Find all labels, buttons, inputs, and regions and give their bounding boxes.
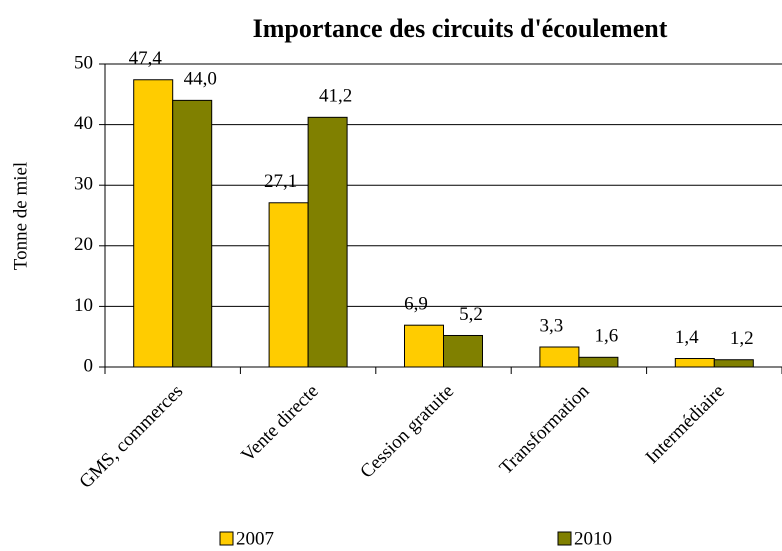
bar (713, 359, 754, 368)
data-label: 1,6 (595, 326, 619, 347)
legend-label: 2010 (574, 528, 612, 549)
data-label: 41,2 (319, 86, 352, 107)
x-tick-label: Transformation (496, 380, 594, 478)
data-label: 1,2 (730, 328, 754, 349)
bar (268, 202, 309, 368)
data-label: 44,0 (184, 69, 217, 90)
bar (539, 346, 580, 368)
x-tick-label: Vente directe (237, 381, 322, 466)
y-tick-label: 40 (74, 113, 93, 134)
data-label: 6,9 (404, 294, 428, 315)
bar (443, 334, 483, 368)
bar (674, 358, 715, 368)
bar (133, 79, 174, 368)
legend-swatch (557, 531, 572, 546)
data-label: 3,3 (540, 315, 564, 336)
y-tick-label: 20 (74, 234, 93, 255)
legend-label: 2007 (236, 528, 274, 549)
y-tick-label: 30 (74, 174, 93, 195)
x-tick-label: GMS, commerces (75, 381, 187, 493)
x-tick-label: Intermédiaire (642, 381, 729, 468)
chart-title: Importance des circuits d'écoulement (253, 14, 668, 43)
bar (172, 99, 213, 368)
bar (578, 356, 619, 368)
data-label: 5,2 (459, 304, 483, 325)
y-axis-label: Tonne de miel (10, 162, 31, 270)
bar (404, 324, 444, 368)
y-tick-label: 10 (74, 295, 93, 316)
x-tick-label: Cession gratuite (356, 381, 458, 483)
bar (307, 116, 348, 368)
y-tick-label: 50 (74, 52, 93, 73)
legend-swatch (219, 531, 234, 546)
data-label: 47,4 (129, 48, 163, 69)
data-label: 27,1 (264, 171, 297, 192)
data-label: 1,4 (675, 327, 699, 348)
y-tick-label: 0 (84, 355, 94, 376)
